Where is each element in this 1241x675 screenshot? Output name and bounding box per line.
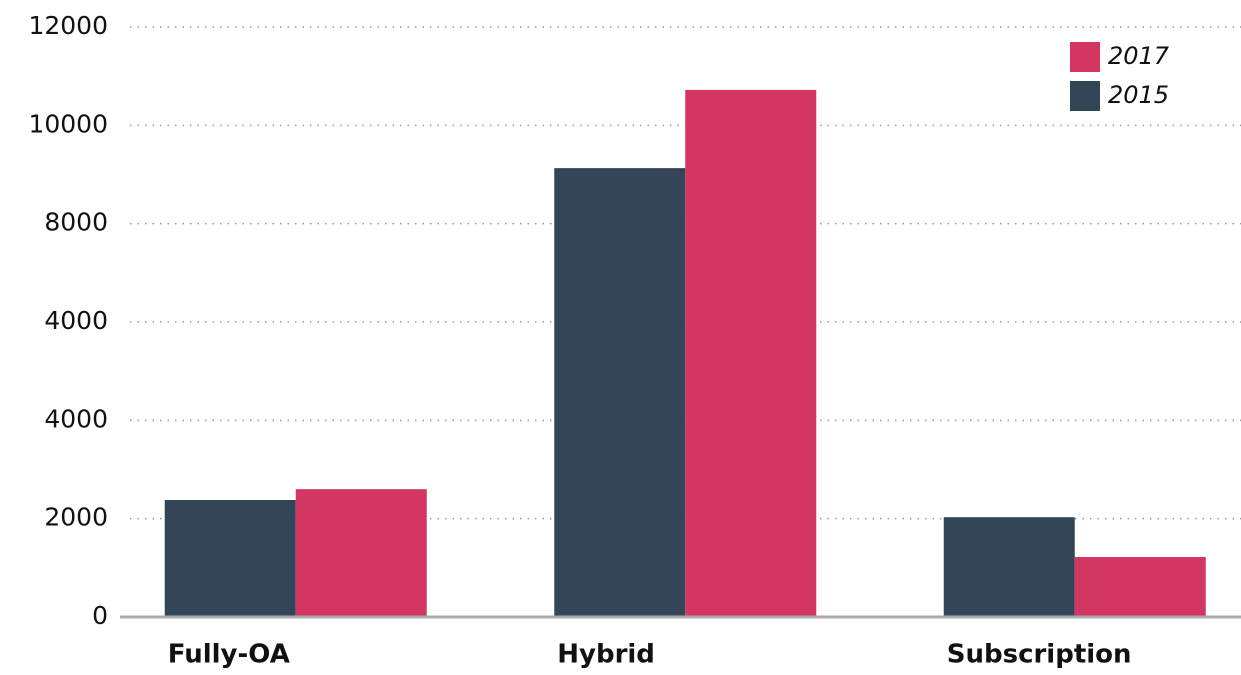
x-tick-label: Hybrid [557,640,655,670]
y-tick-label: 2000 [44,503,108,532]
x-tick-label: Subscription [947,640,1132,670]
legend-label: 2015 [1108,81,1169,109]
y-tick-label: 8000 [44,208,108,237]
legend-swatch [1070,81,1100,111]
y-tick-label: 4000 [44,404,108,433]
legend-label: 2017 [1108,42,1170,70]
y-tick-label: 10000 [28,109,108,138]
bar [295,489,427,617]
bar [164,499,296,617]
bar [554,168,686,617]
bar [685,89,817,617]
bar [1074,557,1206,617]
y-tick-label: 12000 [28,11,108,40]
bar [943,517,1075,617]
y-tick-label: 4000 [44,306,108,335]
y-tick-label: 0 [92,601,108,630]
legend-swatch [1070,42,1100,72]
x-tick-label: Fully-OA [168,640,290,670]
